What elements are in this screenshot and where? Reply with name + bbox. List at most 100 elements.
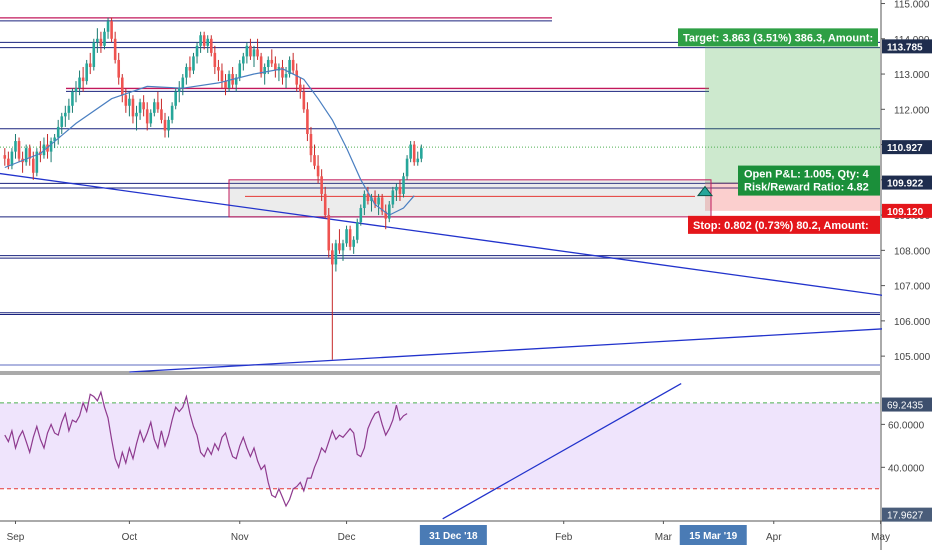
time-tick-label: Oct bbox=[122, 532, 138, 543]
candle-body bbox=[263, 66, 266, 75]
time-tick-label: Nov bbox=[231, 532, 249, 543]
candle-body bbox=[195, 45, 199, 57]
candle-body bbox=[78, 77, 81, 89]
time-tick-label: Apr bbox=[766, 532, 782, 543]
candle-body bbox=[67, 105, 71, 113]
candle-body bbox=[277, 66, 281, 71]
price-tick-label: 115.000 bbox=[894, 0, 930, 11]
candle-body bbox=[117, 59, 121, 78]
price-tag-label: 110.927 bbox=[887, 143, 923, 154]
candle-body bbox=[395, 186, 398, 191]
candle-body bbox=[309, 133, 313, 156]
rsi-panel bbox=[0, 383, 880, 520]
horizontal-levels bbox=[0, 17, 880, 366]
candle-body bbox=[348, 229, 352, 247]
candle-body bbox=[249, 45, 252, 57]
candle-body bbox=[341, 243, 345, 251]
rsi-tag-label: 17.9627 bbox=[887, 511, 924, 522]
candle-body bbox=[402, 176, 405, 194]
candle-body bbox=[88, 63, 92, 67]
candle-body bbox=[352, 239, 355, 247]
candle-body bbox=[74, 88, 78, 92]
candle-body bbox=[81, 77, 85, 82]
price-tick-label: 112.000 bbox=[894, 105, 930, 116]
candle-body bbox=[359, 208, 363, 223]
target-label-bg bbox=[678, 28, 878, 47]
stop-label-bg bbox=[688, 215, 880, 234]
candle-body bbox=[192, 56, 195, 71]
rsi-trendline bbox=[442, 383, 682, 520]
candle-body bbox=[49, 141, 53, 152]
candle-body bbox=[384, 211, 388, 219]
time-tag-bg bbox=[419, 525, 487, 545]
rsi-tag-bg bbox=[882, 397, 932, 412]
candle-body bbox=[398, 186, 402, 194]
candle-body bbox=[71, 91, 74, 106]
candle-body bbox=[234, 77, 238, 85]
candle-body bbox=[128, 98, 131, 106]
candle-body bbox=[28, 148, 32, 159]
candle-body bbox=[320, 176, 323, 194]
candle-body bbox=[99, 38, 103, 46]
time-tick-label: May bbox=[871, 532, 890, 543]
candle-body bbox=[295, 70, 299, 85]
candle-body bbox=[135, 112, 138, 117]
candle-body bbox=[92, 42, 96, 67]
candle-body bbox=[380, 197, 384, 212]
candle-body bbox=[377, 197, 380, 205]
candle-body bbox=[113, 38, 117, 60]
time-tag-label: 31 Dec '18 bbox=[429, 531, 478, 542]
candle-body bbox=[181, 77, 185, 89]
candle-body bbox=[363, 193, 366, 209]
candle-body bbox=[366, 193, 370, 201]
candle-body bbox=[106, 21, 110, 32]
price-tag-bg bbox=[882, 203, 932, 218]
candle-body bbox=[345, 229, 348, 244]
time-tick-label: Sep bbox=[7, 532, 25, 543]
candle-body bbox=[124, 95, 128, 106]
price-tick-label: 108.000 bbox=[894, 246, 931, 257]
trendlines bbox=[0, 172, 932, 373]
candle-body bbox=[60, 116, 64, 127]
trendline-1 bbox=[0, 172, 932, 303]
candle-body bbox=[188, 66, 192, 71]
candle-body bbox=[302, 91, 306, 110]
candle-body bbox=[313, 155, 316, 166]
candle-body bbox=[259, 56, 263, 75]
candle-body bbox=[405, 158, 409, 177]
candle-body bbox=[31, 158, 35, 173]
candle-body bbox=[409, 144, 412, 159]
rsi-tag-bg bbox=[882, 507, 932, 522]
trendline-2 bbox=[129, 325, 932, 373]
candle-body bbox=[14, 141, 17, 152]
candle-body bbox=[252, 49, 256, 57]
candle-body bbox=[266, 59, 270, 67]
target-zone bbox=[705, 46, 880, 183]
candle-body bbox=[331, 250, 334, 265]
candle-body bbox=[281, 66, 284, 78]
candle-body bbox=[160, 109, 163, 120]
time-tick-label: Dec bbox=[338, 532, 356, 543]
support-zone bbox=[228, 179, 712, 218]
candle-body bbox=[416, 158, 420, 163]
price-tag-bg bbox=[882, 175, 932, 190]
candle-body bbox=[238, 63, 242, 78]
candle-body bbox=[256, 49, 259, 57]
candle-body bbox=[103, 31, 106, 46]
candle-body bbox=[220, 70, 224, 82]
candle-body bbox=[245, 45, 249, 57]
candle-body bbox=[227, 74, 231, 89]
candle-body bbox=[3, 155, 7, 159]
candle-body bbox=[170, 105, 174, 120]
candle-body bbox=[131, 98, 135, 117]
moving-average-line bbox=[4, 68, 415, 216]
price-tag-bg bbox=[882, 140, 932, 155]
candle-body bbox=[17, 141, 21, 159]
time-tick-label: Mar bbox=[655, 532, 673, 543]
price-tag-bg bbox=[882, 39, 932, 54]
price-tick-label: 107.000 bbox=[894, 282, 931, 293]
rsi-line bbox=[4, 390, 408, 508]
candle-body bbox=[138, 102, 142, 113]
